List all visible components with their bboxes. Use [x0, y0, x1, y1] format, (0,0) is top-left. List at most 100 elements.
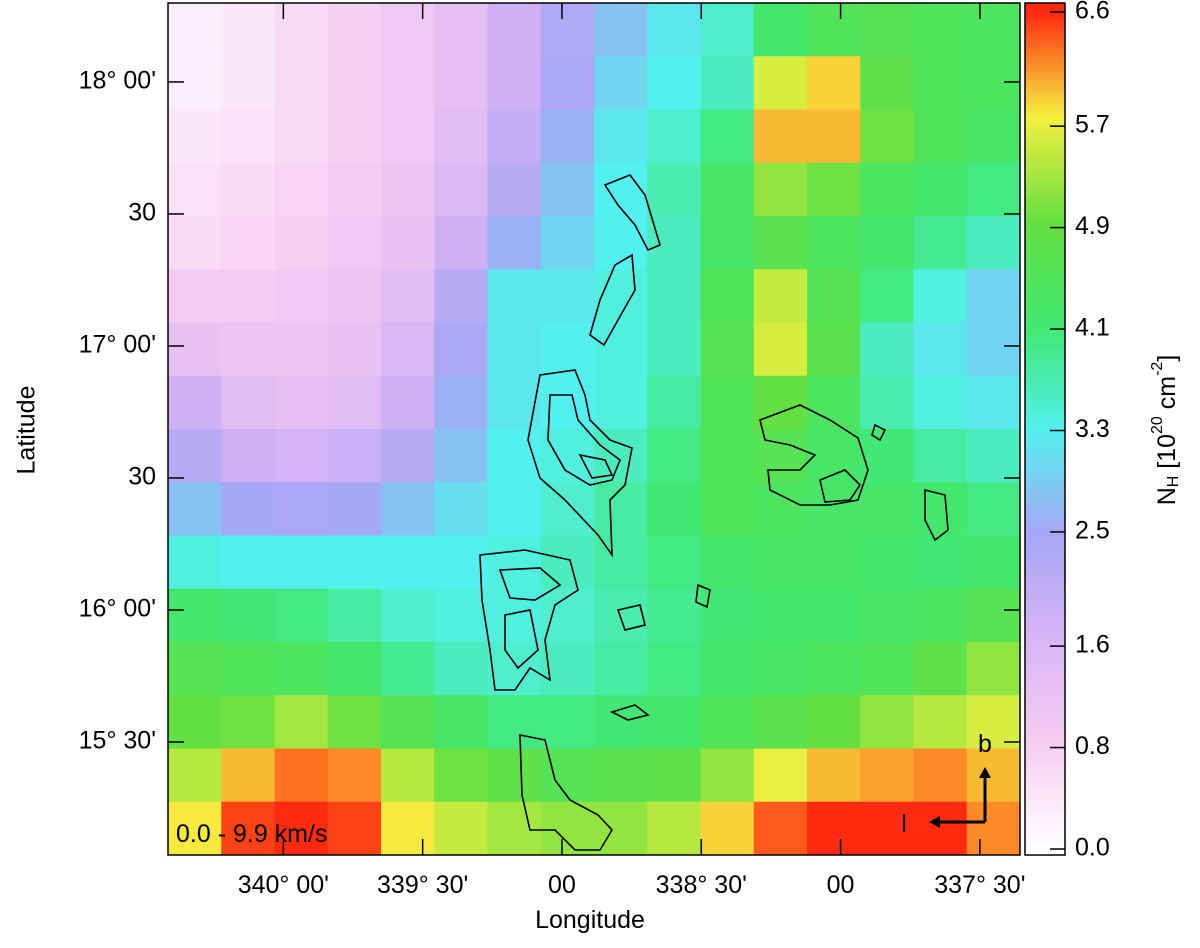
colorbar-swatch	[1025, 611, 1065, 616]
cell	[434, 322, 488, 377]
colorbar-swatch	[1025, 707, 1065, 712]
cell	[966, 588, 1021, 643]
colorbar-swatch	[1025, 623, 1065, 628]
cell	[168, 642, 222, 696]
colorbar-swatch	[1025, 695, 1065, 700]
colorbar-swatch	[1025, 283, 1065, 288]
colorbar-swatch	[1025, 819, 1065, 824]
cell	[221, 322, 275, 377]
colorbar-swatch	[1025, 379, 1065, 384]
colorbar-tick-label: 5.7	[1075, 111, 1110, 139]
cell	[274, 642, 329, 696]
cell	[540, 482, 595, 536]
cell	[381, 695, 435, 749]
cell	[221, 429, 275, 483]
cell	[647, 375, 701, 430]
colorbar-swatch	[1025, 119, 1065, 124]
colorbar-swatch	[1025, 595, 1065, 600]
colorbar-swatch	[1025, 455, 1065, 460]
cell	[274, 162, 329, 217]
cell	[540, 269, 595, 323]
cell	[860, 801, 914, 856]
y-tick-label: 18° 00'	[79, 67, 156, 95]
cell	[913, 162, 968, 217]
colorbar-label: NH [1020 cm-2]	[1149, 355, 1182, 506]
colorbar-swatch	[1025, 411, 1065, 416]
colorbar-tick-label: 4.9	[1075, 212, 1110, 240]
cell	[807, 642, 861, 696]
colorbar-swatch	[1025, 371, 1065, 376]
colorbar-swatch	[1025, 403, 1065, 408]
colorbar-swatch	[1025, 571, 1065, 576]
colorbar-swatch	[1025, 547, 1065, 552]
cell	[168, 109, 222, 164]
colorbar-swatch	[1025, 263, 1065, 268]
colorbar-swatch	[1025, 803, 1065, 808]
colorbar-swatch	[1025, 11, 1065, 16]
colorbar-swatch	[1025, 771, 1065, 776]
colorbar-swatch	[1025, 407, 1065, 412]
cell	[966, 801, 1021, 856]
cell	[487, 535, 542, 590]
colorbar-tick-label: 1.6	[1075, 631, 1110, 659]
cell	[487, 162, 542, 217]
colorbar-swatch	[1025, 491, 1065, 496]
cell	[540, 642, 595, 696]
cell	[700, 162, 755, 217]
cell	[807, 695, 861, 749]
colorbar-swatch	[1025, 483, 1065, 488]
colorbar-swatch	[1025, 699, 1065, 704]
cell	[753, 375, 808, 430]
cell	[807, 322, 861, 377]
cell	[753, 801, 808, 856]
cell	[381, 322, 435, 377]
annotation: 0.0 - 9.9 km/s	[176, 820, 327, 848]
cell	[221, 642, 275, 696]
cell	[807, 269, 861, 323]
colorbar-swatch	[1025, 75, 1065, 80]
colorbar-swatch	[1025, 651, 1065, 656]
cell	[487, 801, 542, 856]
colorbar-swatch	[1025, 587, 1065, 592]
cell	[327, 269, 382, 323]
cell	[913, 535, 968, 590]
cell	[647, 109, 701, 164]
cell	[434, 801, 488, 856]
colorbar-swatch	[1025, 759, 1065, 764]
y-tick-label: 17° 00'	[79, 331, 156, 359]
colorbar-swatch	[1025, 519, 1065, 524]
contour	[695, 583, 711, 609]
colorbar-swatch	[1025, 835, 1065, 840]
cell	[381, 429, 435, 483]
label-part: N	[1153, 487, 1181, 505]
colorbar-swatch	[1025, 271, 1065, 276]
cell	[860, 695, 914, 749]
cell	[594, 588, 648, 643]
cell	[594, 482, 648, 536]
colorbar-swatch	[1025, 207, 1065, 212]
colorbar-swatch	[1025, 599, 1065, 604]
colorbar-swatch	[1025, 523, 1065, 528]
cell	[221, 588, 275, 643]
cell	[540, 3, 595, 57]
cell	[327, 3, 382, 57]
colorbar-swatch	[1025, 387, 1065, 392]
colorbar-swatch	[1025, 183, 1065, 188]
cell	[274, 748, 329, 803]
cell	[274, 322, 329, 377]
cell	[966, 216, 1021, 270]
colorbar-swatch	[1025, 627, 1065, 632]
colorbar-swatch	[1025, 367, 1065, 372]
cell	[540, 695, 595, 749]
cell	[327, 429, 382, 483]
colorbar-swatch	[1025, 235, 1065, 240]
cell	[274, 269, 329, 323]
cell	[700, 269, 755, 323]
arrow-label: b	[978, 730, 992, 758]
cell	[700, 482, 755, 536]
colorbar-swatch	[1025, 123, 1065, 128]
colorbar-swatch	[1025, 735, 1065, 740]
colorbar-swatch	[1025, 563, 1065, 568]
colorbar-swatch	[1025, 435, 1065, 440]
